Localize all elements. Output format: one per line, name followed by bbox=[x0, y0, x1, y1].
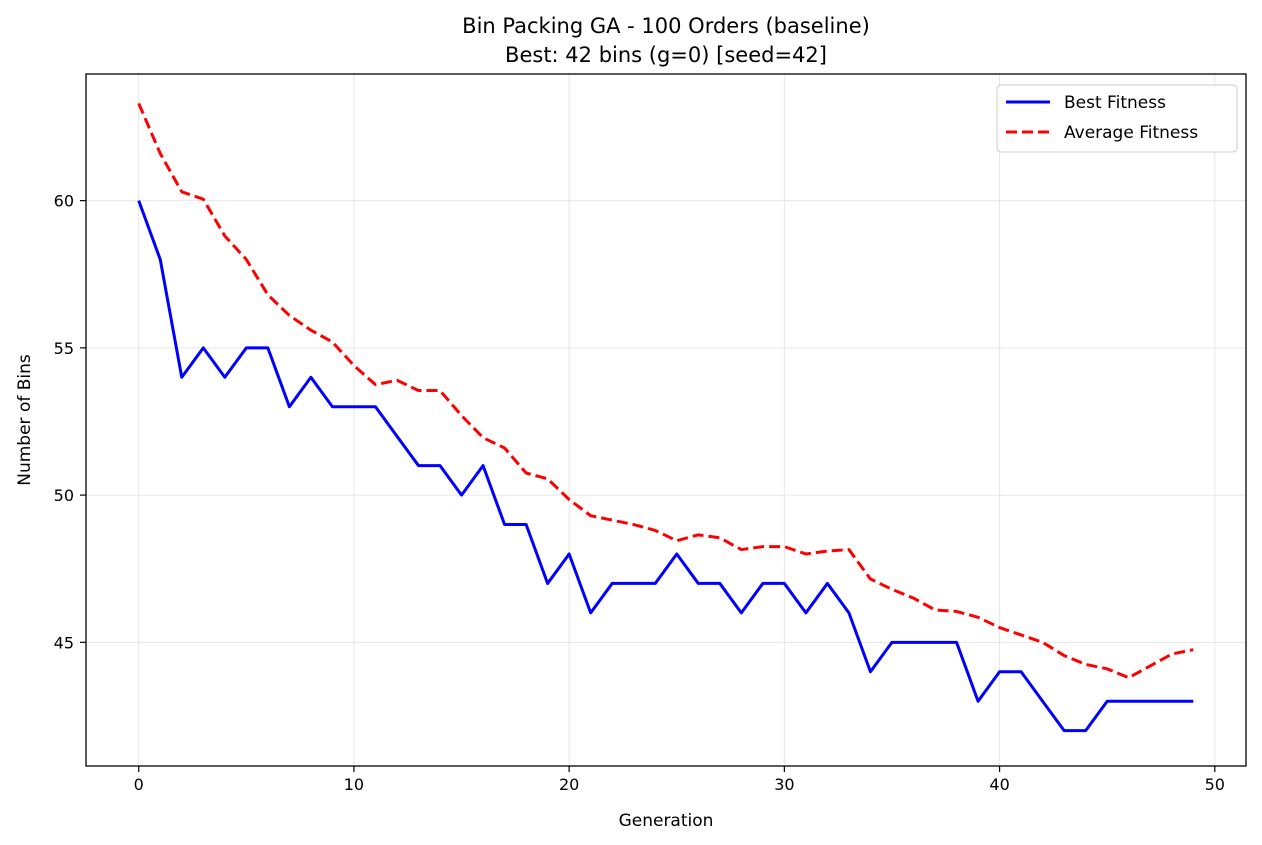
x-axis-label: Generation bbox=[619, 811, 714, 831]
x-tick-label: 50 bbox=[1205, 775, 1225, 794]
legend-label-best-fitness: Best Fitness bbox=[1064, 93, 1166, 113]
y-tick-label: 55 bbox=[54, 339, 74, 358]
y-axis-label: Number of Bins bbox=[15, 354, 35, 486]
y-tick-label: 50 bbox=[54, 486, 74, 505]
x-tick-label: 10 bbox=[344, 775, 364, 794]
chart-subtitle: Best: 42 bins (g=0) [seed=42] bbox=[505, 43, 827, 67]
legend: Best Fitness Average Fitness bbox=[997, 85, 1237, 152]
x-tick-label: 0 bbox=[134, 775, 144, 794]
y-tick-label: 60 bbox=[54, 192, 74, 211]
y-tick-label: 45 bbox=[54, 633, 74, 652]
x-tick-label: 30 bbox=[774, 775, 794, 794]
x-tick-label: 40 bbox=[989, 775, 1009, 794]
chart-title: Bin Packing GA - 100 Orders (baseline) bbox=[462, 14, 870, 38]
x-tick-label: 20 bbox=[559, 775, 579, 794]
legend-label-average-fitness: Average Fitness bbox=[1064, 123, 1198, 143]
